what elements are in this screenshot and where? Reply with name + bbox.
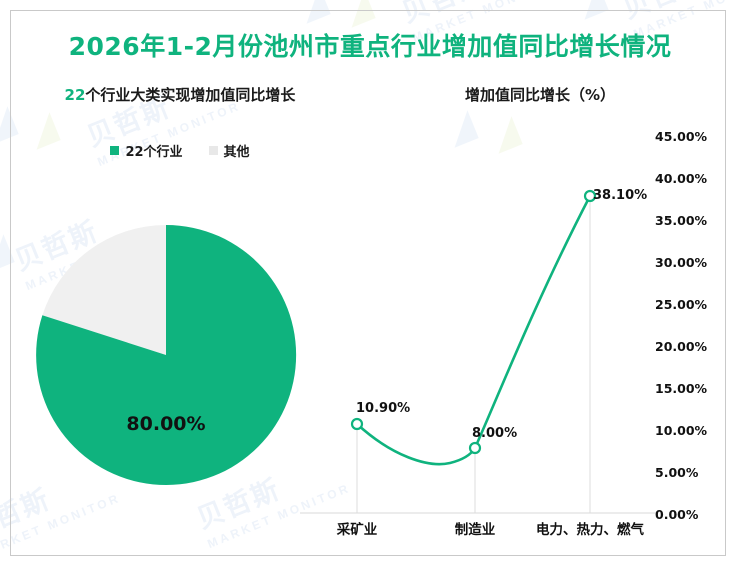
x-tick-label-mining: 采矿业: [336, 522, 378, 538]
pie-slice-22-industries[interactable]: [36, 224, 297, 485]
y-tick-label: 20.00%: [655, 339, 708, 354]
legend-item-label: 22个行业: [125, 145, 183, 160]
data-label-power: 38.10%: [593, 188, 648, 203]
line-chart-canvas: [300, 189, 658, 514]
y-tick-label: 40.00%: [655, 171, 708, 186]
y-tick-label: 15.00%: [655, 381, 708, 396]
y-tick-label: 35.00%: [655, 213, 708, 228]
data-point-marker[interactable]: [350, 417, 364, 431]
pie-legend: 22个行业 其他: [30, 141, 330, 160]
legend-square-icon: [110, 146, 120, 155]
line-series-path: [355, 194, 592, 466]
line-chart-subtitle: 增加值同比增长（%）: [464, 86, 616, 104]
y-tick-label: 30.00%: [655, 255, 708, 270]
data-point-marker[interactable]: [583, 189, 597, 203]
y-tick-label: 0.00%: [655, 507, 699, 522]
page-title: 2026年1-2月份池州市重点行业增加值同比增长情况: [68, 32, 672, 61]
legend-item-22-industries[interactable]: 22个行业: [110, 141, 183, 160]
legend-item-label: 其他: [223, 145, 250, 160]
pie-subtitle-highlight: 22: [64, 86, 86, 104]
card-frame: [10, 10, 726, 556]
legend-item-other[interactable]: 其他: [208, 141, 250, 160]
pie-chart-subtitle: 22个行业大类实现增加值同比增长: [30, 84, 330, 105]
x-tick-label-manufacturing: 制造业: [454, 522, 496, 538]
data-point-marker[interactable]: [468, 441, 482, 455]
pie-slice-other[interactable]: [42, 225, 166, 355]
x-tick-label-power: 电力、热力、燃气: [536, 522, 644, 538]
pie-subtitle-rest: 个行业大类实现增加值同比增长: [85, 86, 296, 104]
y-tick-label: 5.00%: [655, 465, 699, 480]
data-label-mining: 10.90%: [356, 401, 411, 416]
y-tick-label: 10.00%: [655, 423, 708, 438]
data-label-manufacturing: 8.00%: [472, 426, 518, 441]
pie-chart[interactable]: [35, 224, 297, 486]
legend-square-icon: [208, 146, 218, 155]
y-tick-label: 45.00%: [655, 129, 708, 144]
line-chart[interactable]: 0.00% 5.00% 10.00% 15.00% 20.00% 25.00% …: [300, 120, 740, 538]
y-tick-label: 25.00%: [655, 297, 708, 312]
